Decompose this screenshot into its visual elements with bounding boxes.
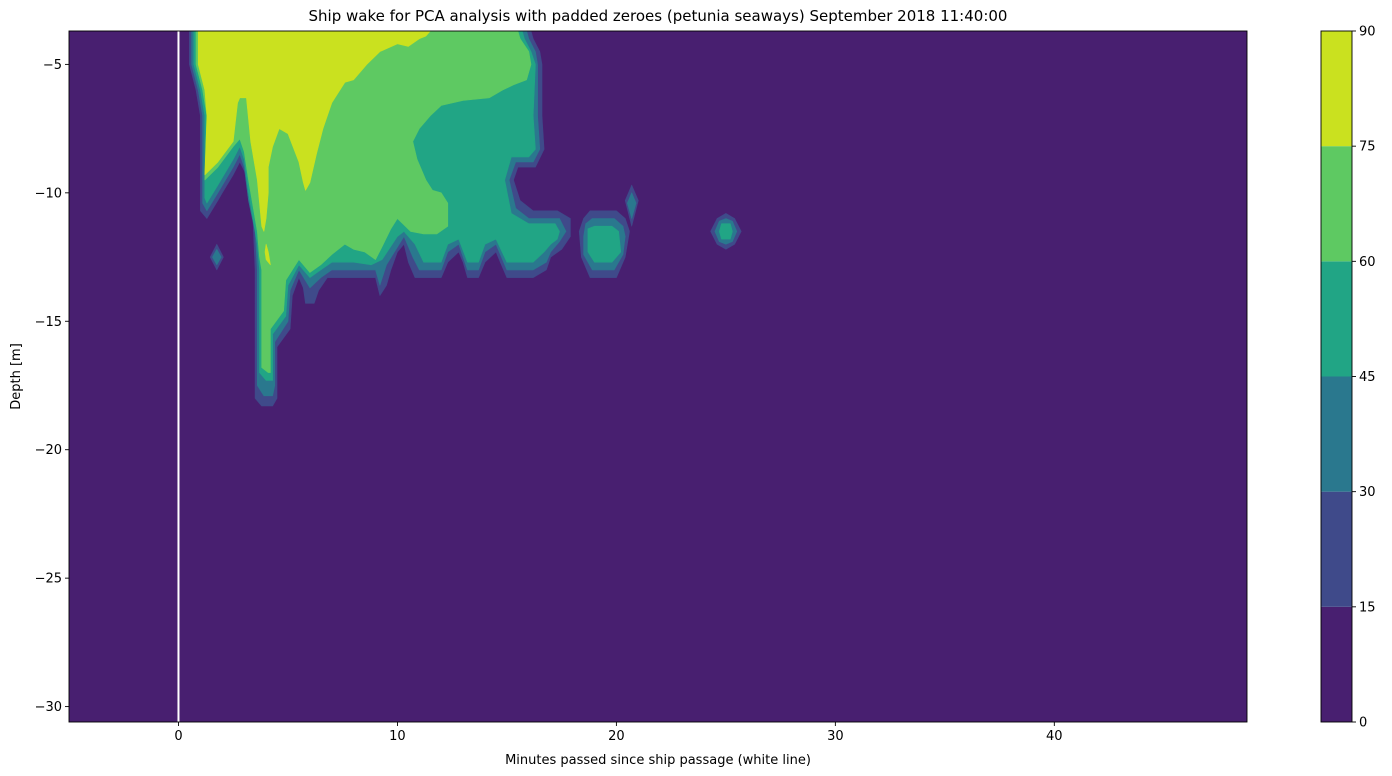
- plot-area: [68, 30, 1248, 723]
- x-axis: 0 10 20 30 40: [174, 722, 1063, 744]
- x-tick-label-40: 40: [1046, 729, 1063, 744]
- y-axis: −5 −10 −15 −20 −25 −30: [35, 58, 69, 715]
- contour-level-75-90-1: [264, 243, 271, 266]
- y-tick-label--15: −15: [35, 315, 62, 330]
- colorbar-tick-label-45: 45: [1359, 370, 1376, 385]
- colorbar: 0 15 30 45 60 75 90: [1320, 25, 1376, 731]
- colorbar-band-30-45: [1321, 376, 1352, 492]
- colorbar-band-75-90: [1321, 31, 1352, 147]
- colorbar-tick-label-30: 30: [1359, 485, 1376, 500]
- contour-level-45-60-2: [718, 223, 733, 240]
- contour-level-45-60-1: [587, 225, 622, 263]
- x-axis-title: Minutes passed since ship passage (white…: [505, 753, 811, 768]
- y-tick-label--30: −30: [35, 700, 62, 715]
- colorbar-band-15-30: [1321, 491, 1352, 607]
- y-tick-label--5: −5: [43, 58, 62, 73]
- y-axis-title: Depth [m]: [9, 343, 24, 410]
- x-tick-label-10: 10: [389, 729, 406, 744]
- y-tick-label--10: −10: [35, 186, 62, 201]
- colorbar-tick-label-15: 15: [1359, 600, 1376, 615]
- x-tick-label-20: 20: [608, 729, 625, 744]
- contour-level-75-90-0: [197, 31, 431, 232]
- colorbar-band-45-60: [1321, 261, 1352, 377]
- colorbar-tick-label-75: 75: [1359, 140, 1376, 155]
- contour-level-30-45-1: [212, 249, 222, 266]
- colorbar-band-60-75: [1321, 146, 1352, 262]
- y-tick-label--20: −20: [35, 443, 62, 458]
- chart-title: Ship wake for PCA analysis with padded z…: [309, 7, 1008, 25]
- plot-frame: [68, 30, 1248, 723]
- y-tick-label--25: −25: [35, 572, 62, 587]
- colorbar-band-0-15: [1321, 606, 1352, 722]
- contour-level-30-45-2: [626, 192, 637, 219]
- colorbar-tick-label-60: 60: [1359, 255, 1376, 270]
- contour-layer: [189, 31, 742, 407]
- colorbar-tick-label-90: 90: [1359, 25, 1376, 40]
- x-tick-label-30: 30: [827, 729, 844, 744]
- x-tick-label-0: 0: [174, 729, 182, 744]
- colorbar-tick-label-0: 0: [1359, 716, 1367, 731]
